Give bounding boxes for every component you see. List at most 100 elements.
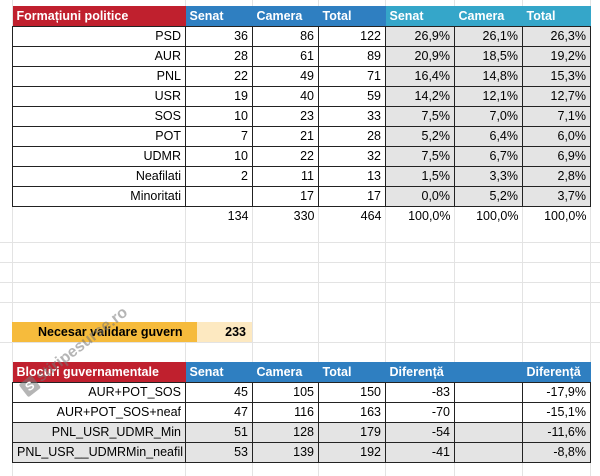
total-cell[interactable]: 32 bbox=[318, 145, 386, 167]
bloc-name-cell[interactable]: AUR+POT_SOS bbox=[12, 381, 186, 403]
total-cell[interactable]: 192 bbox=[318, 441, 386, 463]
senat-cell[interactable]: 22 bbox=[185, 65, 253, 87]
camera-pct-cell[interactable]: 26,1% bbox=[454, 25, 523, 47]
total-pct-cell[interactable]: 26,3% bbox=[522, 25, 591, 47]
senat-cell[interactable]: 19 bbox=[185, 85, 253, 107]
header-cell[interactable] bbox=[454, 362, 523, 382]
senat-cell[interactable]: 45 bbox=[185, 381, 253, 403]
total-cell[interactable]: 122 bbox=[318, 25, 386, 47]
senat-pct-cell[interactable]: 5,2% bbox=[385, 125, 455, 147]
total-pct-cell[interactable]: 2,8% bbox=[522, 165, 591, 187]
bloc-name-cell[interactable]: PNL_USR__UDMRMin_neafil bbox=[12, 441, 186, 463]
camera-cell[interactable]: 128 bbox=[252, 421, 319, 443]
party-name-cell[interactable]: AUR bbox=[12, 45, 186, 67]
senat-cell[interactable]: 7 bbox=[185, 125, 253, 147]
camera-pct-cell[interactable]: 3,3% bbox=[454, 165, 523, 187]
total-pct-cell[interactable]: 7,1% bbox=[522, 105, 591, 127]
header-cell[interactable]: Camera bbox=[454, 6, 523, 26]
empty-cell[interactable] bbox=[13, 206, 186, 226]
camera-cell[interactable]: 61 bbox=[252, 45, 319, 67]
camera-pct-cell[interactable]: 6,7% bbox=[454, 145, 523, 167]
total-cell[interactable]: 179 bbox=[318, 421, 386, 443]
header-cell[interactable]: Blocuri guvernamentale bbox=[12, 362, 186, 382]
header-cell[interactable]: Total bbox=[522, 6, 591, 26]
header-cell[interactable]: Diferență bbox=[522, 362, 591, 382]
total-cell[interactable]: 13 bbox=[318, 165, 386, 187]
camera-cell[interactable]: 11 bbox=[252, 165, 319, 187]
total-cell[interactable]: 89 bbox=[318, 45, 386, 67]
camera-pct-cell[interactable]: 14,8% bbox=[454, 65, 523, 87]
camera-pct-total-cell[interactable]: 100,0% bbox=[476, 209, 519, 224]
camera-cell[interactable]: 22 bbox=[252, 145, 319, 167]
senat-cell[interactable] bbox=[185, 185, 253, 207]
header-cell[interactable]: Formațiuni politice bbox=[12, 6, 186, 26]
total-pct-cell[interactable]: 15,3% bbox=[522, 65, 591, 87]
camera-cell[interactable]: 40 bbox=[252, 85, 319, 107]
diff-cell[interactable]: -83 bbox=[385, 381, 455, 403]
diff-cell[interactable]: -41 bbox=[385, 441, 455, 463]
senat-total-cell[interactable]: 134 bbox=[227, 209, 249, 224]
party-name-cell[interactable]: POT bbox=[12, 125, 186, 147]
senat-cell[interactable]: 10 bbox=[185, 105, 253, 127]
camera-cell[interactable]: 21 bbox=[252, 125, 319, 147]
party-name-cell[interactable]: PNL bbox=[12, 65, 186, 87]
total-pct-cell[interactable]: 3,7% bbox=[522, 185, 591, 207]
total-cell[interactable]: 17 bbox=[318, 185, 386, 207]
senat-cell[interactable]: 36 bbox=[185, 25, 253, 47]
majority-needed-label[interactable]: Necesar validare guvern bbox=[12, 322, 197, 342]
camera-pct-cell[interactable]: 18,5% bbox=[454, 45, 523, 67]
senat-pct-cell[interactable]: 7,5% bbox=[385, 145, 455, 167]
majority-needed-value[interactable]: 233 bbox=[197, 322, 252, 342]
header-cell[interactable]: Senat bbox=[185, 362, 253, 382]
total-pct-cell[interactable]: 6,0% bbox=[522, 125, 591, 147]
header-cell[interactable]: Total bbox=[318, 362, 386, 382]
camera-pct-cell[interactable]: 7,0% bbox=[454, 105, 523, 127]
senat-pct-cell[interactable]: 26,9% bbox=[385, 25, 455, 47]
senat-cell[interactable]: 10 bbox=[185, 145, 253, 167]
camera-cell[interactable]: 105 bbox=[252, 381, 319, 403]
camera-pct-cell[interactable]: 5,2% bbox=[454, 185, 523, 207]
total-cell[interactable]: 59 bbox=[318, 85, 386, 107]
empty-cell[interactable] bbox=[454, 441, 523, 463]
camera-cell[interactable]: 86 bbox=[252, 25, 319, 47]
senat-pct-cell[interactable]: 14,2% bbox=[385, 85, 455, 107]
total-cell[interactable]: 28 bbox=[318, 125, 386, 147]
header-cell[interactable]: Senat bbox=[385, 6, 455, 26]
header-cell[interactable]: Camera bbox=[252, 6, 319, 26]
empty-cell[interactable] bbox=[454, 401, 523, 423]
party-name-cell[interactable]: USR bbox=[12, 85, 186, 107]
diff-pct-cell[interactable]: -8,8% bbox=[522, 441, 591, 463]
party-name-cell[interactable]: PSD bbox=[12, 25, 186, 47]
senat-pct-cell[interactable]: 16,4% bbox=[385, 65, 455, 87]
camera-cell[interactable]: 139 bbox=[252, 441, 319, 463]
bloc-name-cell[interactable]: AUR+POT_SOS+neaf bbox=[12, 401, 186, 423]
senat-cell[interactable]: 53 bbox=[185, 441, 253, 463]
bloc-name-cell[interactable]: PNL_USR_UDMR_Min bbox=[12, 421, 186, 443]
total-total-cell[interactable]: 464 bbox=[360, 209, 382, 224]
camera-cell[interactable]: 23 bbox=[252, 105, 319, 127]
total-cell[interactable]: 71 bbox=[318, 65, 386, 87]
empty-cell[interactable] bbox=[454, 421, 523, 443]
senat-cell[interactable]: 47 bbox=[185, 401, 253, 423]
senat-cell[interactable]: 28 bbox=[185, 45, 253, 67]
senat-pct-cell[interactable]: 20,9% bbox=[385, 45, 455, 67]
header-cell[interactable]: Senat bbox=[185, 6, 253, 26]
total-cell[interactable]: 33 bbox=[318, 105, 386, 127]
total-cell[interactable]: 150 bbox=[318, 381, 386, 403]
camera-total-cell[interactable]: 330 bbox=[293, 209, 315, 224]
diff-pct-cell[interactable]: -17,9% bbox=[522, 381, 591, 403]
senat-cell[interactable]: 2 bbox=[185, 165, 253, 187]
senat-pct-cell[interactable]: 1,5% bbox=[385, 165, 455, 187]
party-name-cell[interactable]: UDMR bbox=[12, 145, 186, 167]
camera-pct-cell[interactable]: 12,1% bbox=[454, 85, 523, 107]
camera-pct-cell[interactable]: 6,4% bbox=[454, 125, 523, 147]
diff-pct-cell[interactable]: -15,1% bbox=[522, 401, 591, 423]
diff-pct-cell[interactable]: -11,6% bbox=[522, 421, 591, 443]
empty-cell[interactable] bbox=[454, 381, 523, 403]
camera-cell[interactable]: 49 bbox=[252, 65, 319, 87]
senat-pct-cell[interactable]: 7,5% bbox=[385, 105, 455, 127]
total-pct-cell[interactable]: 12,7% bbox=[522, 85, 591, 107]
senat-cell[interactable]: 51 bbox=[185, 421, 253, 443]
party-name-cell[interactable]: Minoritati bbox=[12, 185, 186, 207]
camera-cell[interactable]: 116 bbox=[252, 401, 319, 423]
